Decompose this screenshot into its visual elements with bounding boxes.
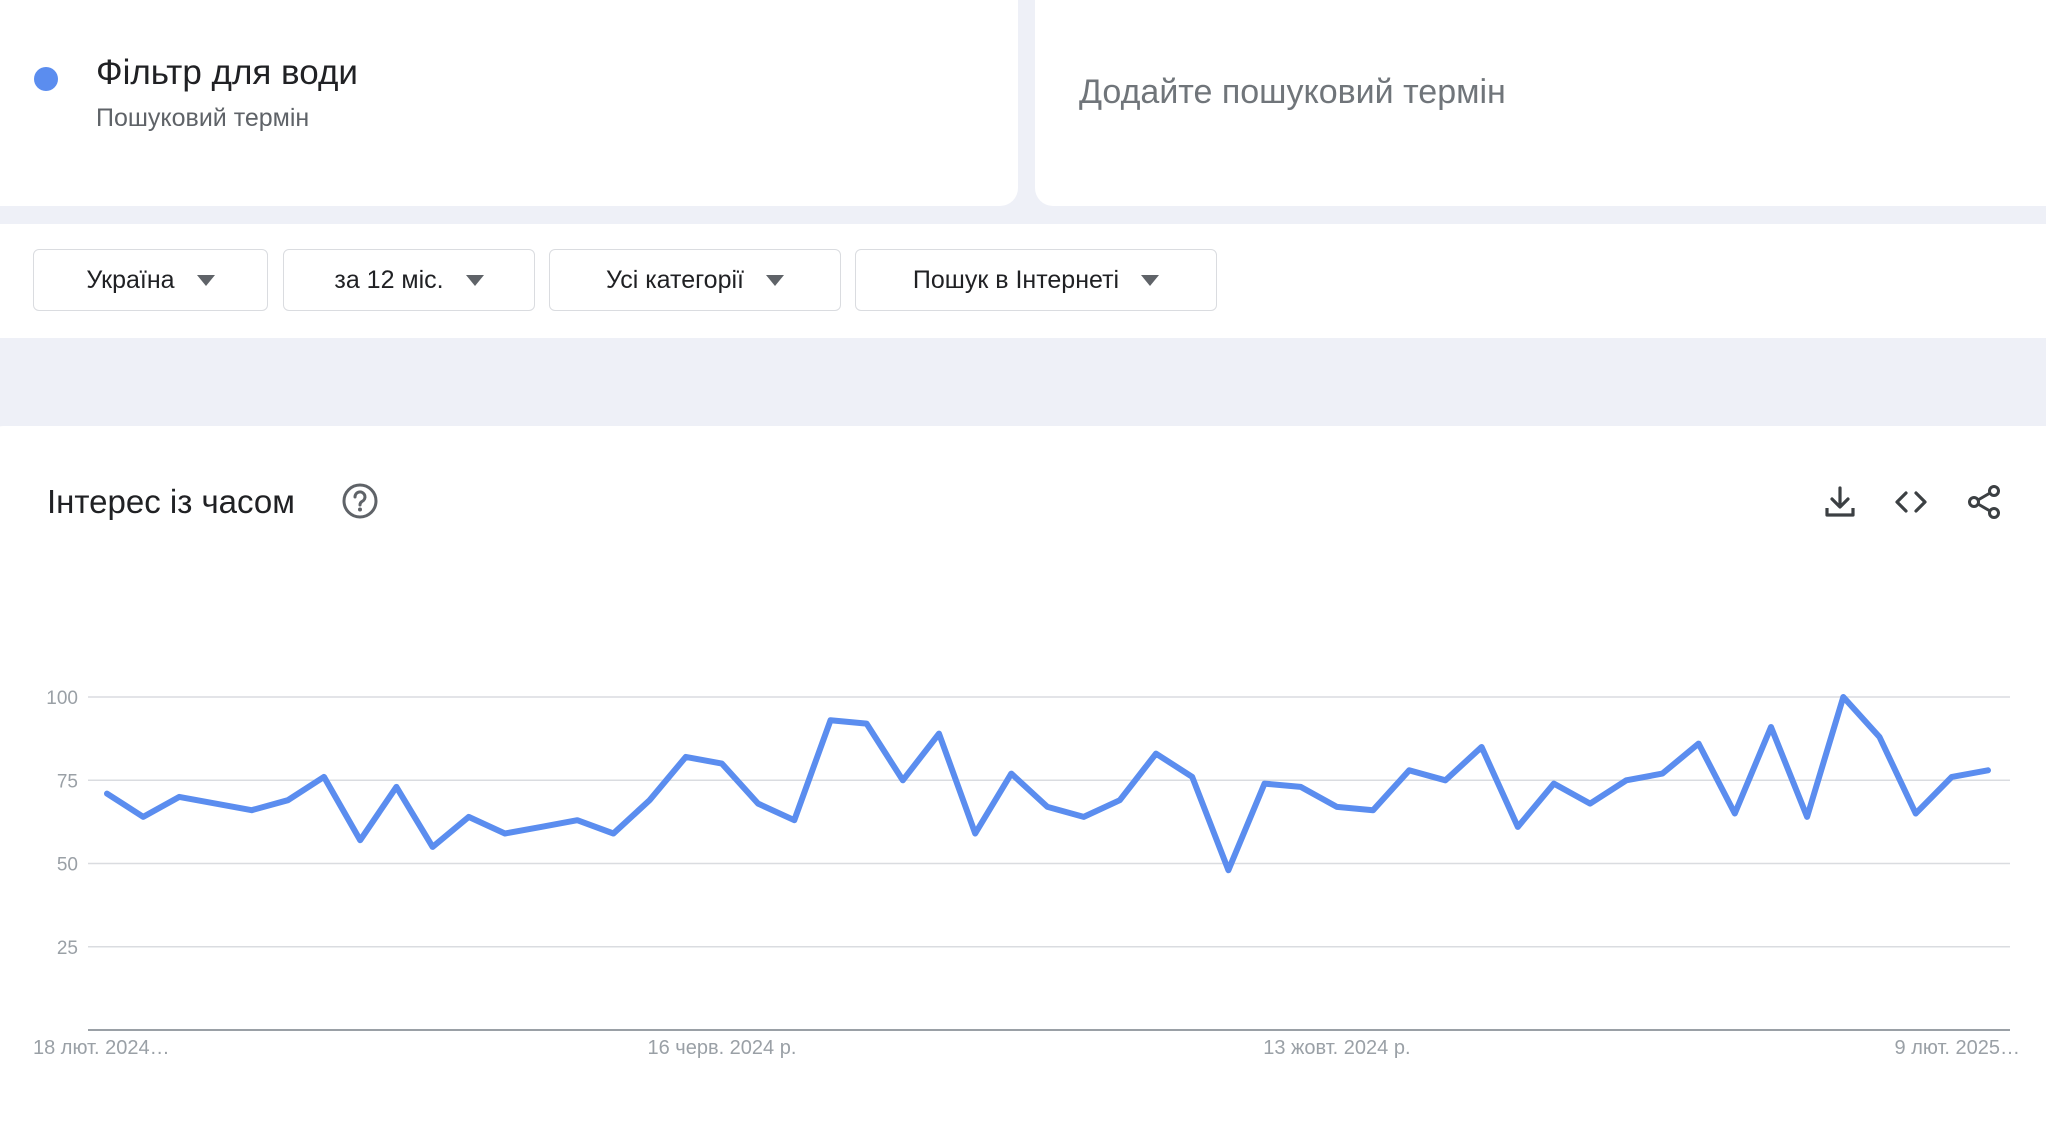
x-tick-label: 16 черв. 2024 р. [647,1037,796,1059]
x-tick-label: 18 лют. 2024… [33,1037,170,1059]
data-point[interactable] [1652,764,1672,784]
search-type-dropdown[interactable]: Пошук в Інтернеті [855,249,1217,311]
region-dropdown-label: Україна [86,265,175,294]
data-point[interactable] [1942,767,1962,787]
data-point[interactable] [712,754,732,774]
data-point[interactable] [1146,744,1166,764]
data-point[interactable] [242,800,262,820]
interest-chart: 25 50 75 100 18 лют. 2024… 16 черв. 2024 р. 1… [33,687,2020,1059]
data-point[interactable] [1833,687,1853,707]
y-tick-label: 100 [46,688,78,709]
data-point[interactable] [784,810,804,830]
series-line [104,694,1991,874]
data-point[interactable] [169,787,189,807]
data-point[interactable] [1363,800,1383,820]
caret-down-icon [1141,274,1160,286]
data-point[interactable] [1689,734,1709,754]
data-point[interactable] [820,710,840,730]
embed-code-icon[interactable] [1893,484,1929,520]
y-tick-label: 50 [57,855,78,876]
data-point[interactable] [423,837,443,857]
data-point[interactable] [133,807,153,827]
data-point[interactable] [1580,794,1600,814]
y-tick-label: 75 [57,771,78,792]
y-tick-label: 25 [57,938,78,959]
x-tick-label: 13 жовт. 2024 р. [1263,1037,1410,1059]
caret-down-icon [196,274,215,286]
data-point[interactable] [1978,760,1998,780]
data-point[interactable] [1327,797,1347,817]
data-point[interactable] [1797,807,1817,827]
data-point[interactable] [1218,860,1238,880]
data-point[interactable] [1074,807,1094,827]
data-point[interactable] [278,790,298,810]
search-term-card[interactable] [0,0,1018,206]
data-point[interactable] [1544,774,1564,794]
data-point[interactable] [531,817,551,837]
data-point[interactable] [314,767,334,787]
term-name[interactable]: Фільтр для води [96,53,358,92]
category-dropdown[interactable]: Усі категорії [549,249,841,311]
caret-down-icon [766,274,784,286]
data-point[interactable] [1761,717,1781,737]
add-term-input[interactable]: Додайте пошуковий термін [1079,73,1506,111]
data-point[interactable] [97,784,117,804]
data-point[interactable] [1472,737,1492,757]
period-dropdown[interactable]: за 12 міс. [283,249,535,311]
data-point[interactable] [1110,790,1130,810]
data-point[interactable] [640,790,660,810]
term-type-label: Пошуковий термін [96,104,310,132]
category-dropdown-label: Усі категорії [605,265,744,294]
data-point[interactable] [676,747,696,767]
data-point[interactable] [1291,777,1311,797]
data-point[interactable] [603,824,623,844]
data-point[interactable] [567,810,587,830]
data-point[interactable] [1435,770,1455,790]
search-type-dropdown-label: Пошук в Інтернеті [912,265,1120,294]
data-point[interactable] [1616,770,1636,790]
data-point[interactable] [893,770,913,790]
data-point[interactable] [1869,727,1889,747]
x-tick-label: 9 лют. 2025… [1895,1037,2020,1059]
data-point[interactable] [929,724,949,744]
data-point[interactable] [1255,774,1275,794]
data-point[interactable] [495,824,515,844]
data-point[interactable] [1182,767,1202,787]
region-dropdown[interactable]: Україна [33,249,268,311]
data-point[interactable] [1906,804,1926,824]
data-point[interactable] [350,830,370,850]
data-point[interactable] [206,794,226,814]
data-point[interactable] [965,824,985,844]
data-point[interactable] [748,794,768,814]
data-point[interactable] [1508,817,1528,837]
data-point[interactable] [386,777,406,797]
caret-down-icon [465,274,484,286]
term-color-dot [34,67,58,91]
download-icon[interactable] [1822,484,1858,520]
help-icon[interactable] [341,482,379,520]
chart-title: Інтерес із часом [47,483,295,520]
add-term-card[interactable] [1035,0,2046,206]
data-point[interactable] [1399,760,1419,780]
data-point[interactable] [1725,804,1745,824]
share-icon[interactable] [1966,484,2002,520]
data-point[interactable] [1001,764,1021,784]
data-point[interactable] [1038,797,1058,817]
data-point[interactable] [857,714,877,734]
period-dropdown-label: за 12 міс. [334,265,444,294]
data-point[interactable] [459,807,479,827]
